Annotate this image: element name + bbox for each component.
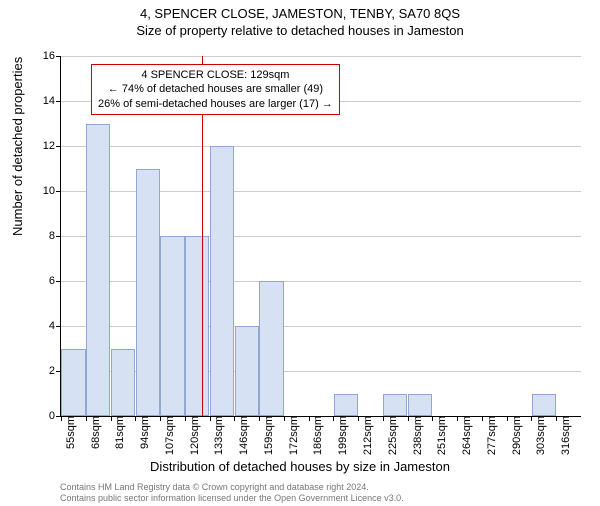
x-tick-label: 251sqm — [436, 416, 448, 455]
x-tick-label: 55sqm — [65, 416, 77, 449]
x-tick-mark — [111, 416, 112, 421]
y-tick-label: 2 — [49, 365, 61, 377]
y-tick-label: 16 — [43, 50, 61, 62]
x-tick-mark — [185, 416, 186, 421]
chart-container: 4, SPENCER CLOSE, JAMESTON, TENBY, SA70 … — [0, 6, 600, 506]
annotation-box: 4 SPENCER CLOSE: 129sqm← 74% of detached… — [91, 64, 340, 115]
histogram-bar — [259, 281, 283, 416]
x-tick-mark — [507, 416, 508, 421]
x-tick-label: 81sqm — [115, 416, 127, 449]
chart-subtitle: Size of property relative to detached ho… — [0, 23, 600, 38]
histogram-bar — [235, 326, 259, 416]
histogram-bar — [185, 236, 209, 416]
x-tick-mark — [284, 416, 285, 421]
histogram-bar — [86, 124, 110, 417]
x-tick-mark — [160, 416, 161, 421]
annotation-line: 4 SPENCER CLOSE: 129sqm — [98, 68, 333, 82]
histogram-bar — [334, 394, 358, 417]
footer-line-2: Contains public sector information licen… — [60, 493, 590, 504]
x-tick-label: 186sqm — [313, 416, 325, 455]
histogram-bar — [532, 394, 556, 417]
histogram-bar — [160, 236, 184, 416]
x-tick-mark — [259, 416, 260, 421]
x-tick-mark — [333, 416, 334, 421]
y-tick-label: 10 — [43, 185, 61, 197]
y-tick-label: 4 — [49, 320, 61, 332]
x-tick-label: 316sqm — [560, 416, 572, 455]
x-tick-label: 264sqm — [461, 416, 473, 455]
x-tick-mark — [482, 416, 483, 421]
x-tick-label: 238sqm — [412, 416, 424, 455]
x-tick-label: 212sqm — [362, 416, 374, 455]
annotation-line: 26% of semi-detached houses are larger (… — [98, 97, 333, 111]
histogram-bar — [408, 394, 432, 417]
x-tick-mark — [531, 416, 532, 421]
plot-area: 024681012141655sqm68sqm81sqm94sqm107sqm1… — [60, 56, 581, 417]
x-tick-label: 94sqm — [139, 416, 151, 449]
gridline — [61, 56, 581, 57]
x-tick-mark — [556, 416, 557, 421]
x-axis-label: Distribution of detached houses by size … — [0, 459, 600, 474]
x-tick-mark — [61, 416, 62, 421]
x-tick-mark — [408, 416, 409, 421]
y-tick-label: 12 — [43, 140, 61, 152]
y-tick-label: 0 — [49, 410, 61, 422]
x-tick-label: 290sqm — [511, 416, 523, 455]
histogram-bar — [61, 349, 85, 417]
x-tick-mark — [86, 416, 87, 421]
x-tick-mark — [432, 416, 433, 421]
x-tick-label: 120sqm — [189, 416, 201, 455]
x-tick-label: 146sqm — [238, 416, 250, 455]
x-tick-mark — [210, 416, 211, 421]
x-tick-label: 68sqm — [90, 416, 102, 449]
x-tick-label: 159sqm — [263, 416, 275, 455]
histogram-bar — [210, 146, 234, 416]
y-tick-label: 8 — [49, 230, 61, 242]
x-tick-mark — [383, 416, 384, 421]
y-tick-label: 6 — [49, 275, 61, 287]
x-tick-label: 172sqm — [288, 416, 300, 455]
footer-line-1: Contains HM Land Registry data © Crown c… — [60, 482, 590, 493]
x-tick-mark — [358, 416, 359, 421]
x-tick-label: 303sqm — [535, 416, 547, 455]
annotation-line: ← 74% of detached houses are smaller (49… — [98, 82, 333, 96]
histogram-bar — [111, 349, 135, 417]
x-tick-mark — [135, 416, 136, 421]
histogram-bar — [136, 169, 160, 417]
x-tick-label: 133sqm — [214, 416, 226, 455]
x-tick-label: 225sqm — [387, 416, 399, 455]
x-tick-mark — [309, 416, 310, 421]
x-tick-label: 107sqm — [164, 416, 176, 455]
histogram-bar — [383, 394, 407, 417]
chart-title: 4, SPENCER CLOSE, JAMESTON, TENBY, SA70 … — [0, 6, 600, 21]
x-tick-label: 277sqm — [486, 416, 498, 455]
y-axis-label: Number of detached properties — [10, 57, 25, 236]
gridline — [61, 146, 581, 147]
y-tick-label: 14 — [43, 95, 61, 107]
footer-attribution: Contains HM Land Registry data © Crown c… — [60, 482, 590, 504]
x-tick-label: 199sqm — [337, 416, 349, 455]
x-tick-mark — [457, 416, 458, 421]
x-tick-mark — [234, 416, 235, 421]
